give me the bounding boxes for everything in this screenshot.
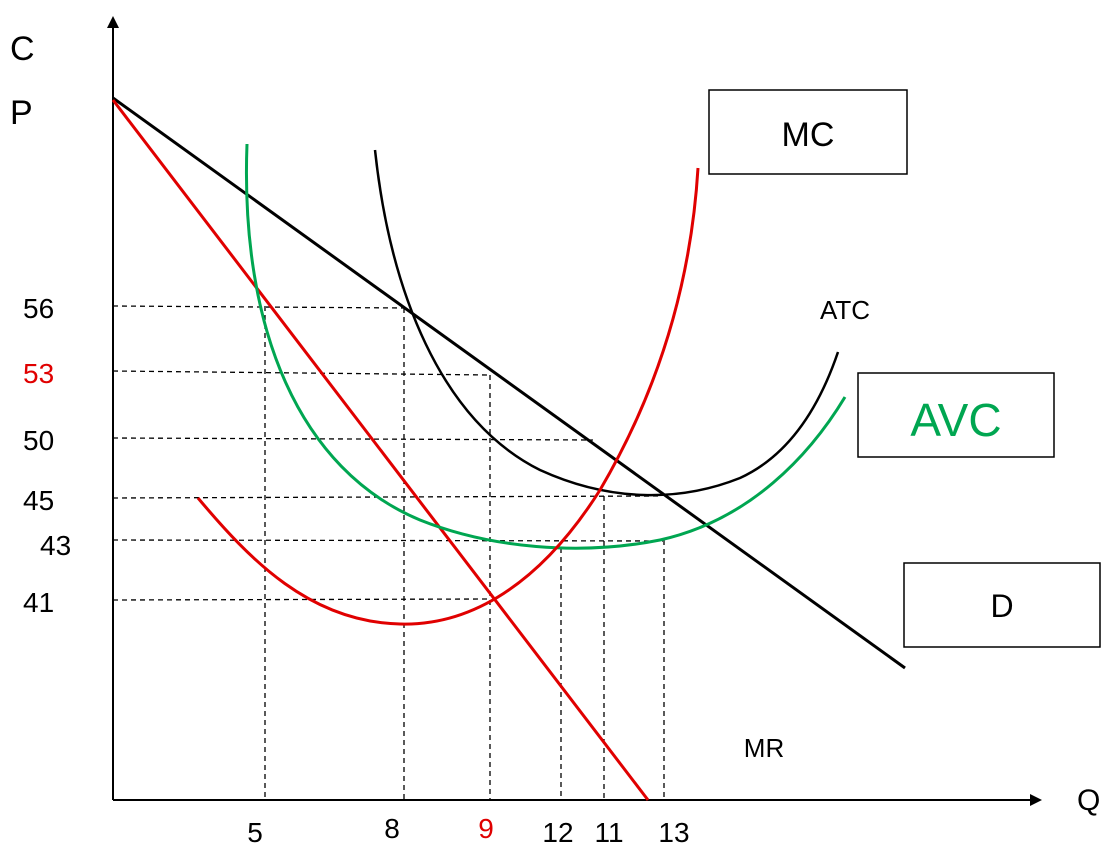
y-tick-41: 41 [23, 587, 54, 618]
x-tick-11: 11 [594, 817, 623, 848]
y-tick-43: 43 [40, 530, 71, 561]
avc-curve [244, 143, 847, 550]
horizontal-guides [112, 305, 664, 601]
y-axis-label-c: C [10, 30, 35, 68]
demand-curve [112, 96, 906, 670]
x-tick-9: 9 [478, 813, 494, 844]
y-tick-labels: 56 53 50 45 43 41 [23, 293, 71, 618]
x-tick-13: 13 [658, 817, 689, 848]
y-axis-label-p: P [10, 94, 33, 132]
mc-label-box [708, 89, 908, 175]
guide-h-50 [112, 437, 594, 441]
x-axis-label-q: Q [1077, 784, 1100, 817]
atc-label: ATC [820, 295, 870, 325]
x-tick-labels: 5 8 9 12 11 13 [247, 813, 689, 848]
avc-label: AVC [910, 394, 1001, 446]
atc-curve [373, 149, 840, 497]
y-tick-53: 53 [23, 358, 54, 389]
vertical-guides [264, 306, 665, 800]
mr-label: MR [744, 733, 784, 763]
guide-h-53 [112, 370, 491, 376]
guide-h-43 [112, 539, 664, 542]
d-label: D [990, 588, 1013, 624]
guide-h-45 [112, 495, 662, 499]
y-tick-50: 50 [23, 425, 54, 456]
y-tick-56: 56 [23, 293, 54, 324]
mc-label: MC [782, 116, 835, 154]
mc-curve [196, 167, 700, 626]
d-label-box [903, 562, 1101, 648]
x-tick-12: 12 [542, 817, 573, 848]
marginal-revenue-curve [111, 99, 650, 801]
x-tick-5: 5 [247, 817, 263, 848]
x-tick-8: 8 [384, 813, 400, 844]
avc-label-box [857, 372, 1055, 458]
y-tick-45: 45 [23, 485, 54, 516]
guide-h-41 [112, 598, 491, 601]
